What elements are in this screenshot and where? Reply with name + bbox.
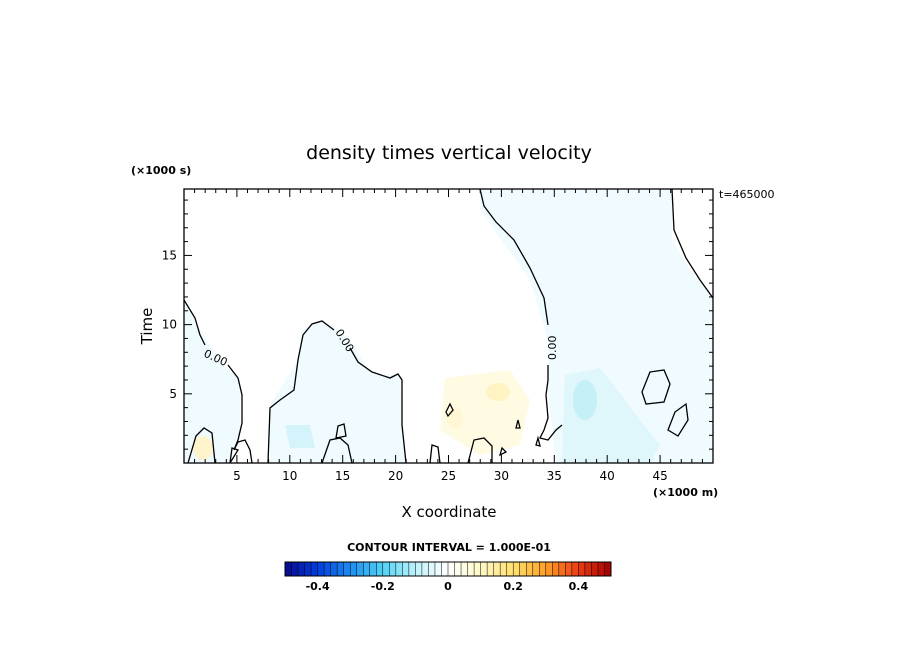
colorbar-swatch bbox=[558, 562, 566, 576]
colorbar-swatch bbox=[474, 562, 481, 576]
colorbar-swatch bbox=[513, 562, 521, 576]
colorbar-swatch bbox=[408, 562, 416, 576]
colorbar bbox=[284, 561, 612, 577]
contour-label: 0.00 bbox=[546, 336, 559, 361]
y-axis-label: Time bbox=[138, 308, 156, 346]
x-tick-label: 5 bbox=[233, 469, 241, 483]
axis-ticks bbox=[183, 189, 714, 464]
time-label: t=465000 bbox=[719, 188, 775, 201]
colorbar-tick-label: 0.4 bbox=[569, 580, 589, 593]
contour-interval: CONTOUR INTERVAL = 1.000E-01 bbox=[347, 541, 551, 554]
colorbar-swatch bbox=[369, 562, 377, 576]
colorbar-swatch bbox=[434, 562, 442, 576]
colorbar-swatch bbox=[304, 562, 312, 576]
colorbar-frame bbox=[284, 561, 612, 577]
colorbar-swatch bbox=[402, 562, 410, 576]
colorbar-swatch bbox=[487, 562, 494, 576]
y-tick-label: 10 bbox=[162, 318, 177, 332]
contour-lines bbox=[184, 189, 713, 463]
shaded-field bbox=[184, 189, 713, 463]
colorbar-tick-labels: -0.4 -0.2 0 0.2 0.4 bbox=[306, 580, 589, 593]
colorbar-swatch bbox=[285, 562, 292, 576]
colorbar-swatch bbox=[382, 562, 390, 576]
colorbar-swatch bbox=[389, 562, 397, 576]
x-tick-label: 30 bbox=[494, 469, 509, 483]
colorbar-swatch bbox=[454, 562, 462, 576]
colorbar-swatch bbox=[480, 562, 488, 576]
colorbar-swatch bbox=[350, 562, 358, 576]
colorbar-tick-label: -0.2 bbox=[371, 580, 395, 593]
x-unit-label: (×1000 m) bbox=[653, 486, 718, 499]
colorbar-swatch bbox=[461, 562, 468, 576]
colorbar-tick-label: 0.2 bbox=[503, 580, 523, 593]
y-tick-label: 15 bbox=[162, 248, 177, 262]
colorbar-swatch bbox=[604, 562, 612, 576]
colorbar-swatch bbox=[343, 562, 351, 576]
colorbar-swatch bbox=[311, 562, 318, 576]
colorbar-swatch bbox=[428, 562, 436, 576]
colorbar-swatch bbox=[324, 562, 331, 576]
colorbar-swatch bbox=[441, 562, 449, 576]
colorbar-swatch bbox=[298, 562, 305, 576]
x-tick-labels: 5 10 15 20 25 30 35 40 45 bbox=[233, 469, 668, 483]
colorbar-swatch bbox=[376, 562, 384, 576]
colorbar-swatch bbox=[539, 562, 547, 576]
colorbar-swatch bbox=[506, 562, 514, 576]
colorbar-swatch bbox=[291, 562, 299, 576]
colorbar-swatch bbox=[532, 562, 540, 576]
x-tick-label: 45 bbox=[652, 469, 667, 483]
x-tick-label: 35 bbox=[547, 469, 562, 483]
colorbar-swatch bbox=[356, 562, 364, 576]
x-tick-label: 40 bbox=[600, 469, 615, 483]
colorbar-swatch bbox=[597, 562, 605, 576]
x-tick-label: 20 bbox=[388, 469, 403, 483]
colorbar-swatch bbox=[363, 562, 371, 576]
colorbar-swatch bbox=[395, 562, 403, 576]
x-tick-label: 15 bbox=[335, 469, 350, 483]
colorbar-swatch bbox=[565, 562, 573, 576]
colorbar-swatch bbox=[317, 562, 325, 576]
chart-title: density times vertical velocity bbox=[306, 142, 592, 164]
colorbar-tick-label: -0.4 bbox=[306, 580, 330, 593]
colorbar-swatch bbox=[448, 562, 455, 576]
x-tick-label: 10 bbox=[282, 469, 297, 483]
colorbar-swatch bbox=[500, 562, 507, 576]
colorbar-swatch bbox=[415, 562, 423, 576]
colorbar-swatch bbox=[519, 562, 527, 576]
colorbar-swatch bbox=[591, 562, 599, 576]
colorbar-swatch bbox=[493, 562, 501, 576]
colorbar-swatch bbox=[552, 562, 560, 576]
y-tick-labels: 5 10 15 bbox=[162, 248, 177, 400]
colorbar-swatch bbox=[467, 562, 475, 576]
colorbar-swatch bbox=[421, 562, 429, 576]
colorbar-swatch bbox=[584, 562, 592, 576]
y-tick-label: 5 bbox=[169, 387, 177, 401]
x-axis-label: X coordinate bbox=[401, 503, 496, 521]
colorbar-swatch bbox=[545, 562, 553, 576]
colorbar-swatch bbox=[330, 562, 338, 576]
colorbar-tick-label: 0 bbox=[444, 580, 452, 593]
x-tick-label: 25 bbox=[441, 469, 456, 483]
colorbar-swatch bbox=[337, 562, 344, 576]
colorbar-swatch bbox=[526, 562, 534, 576]
colorbar-swatch bbox=[578, 562, 586, 576]
colorbar-swatch bbox=[571, 562, 579, 576]
y-unit-label: (×1000 s) bbox=[131, 164, 191, 177]
